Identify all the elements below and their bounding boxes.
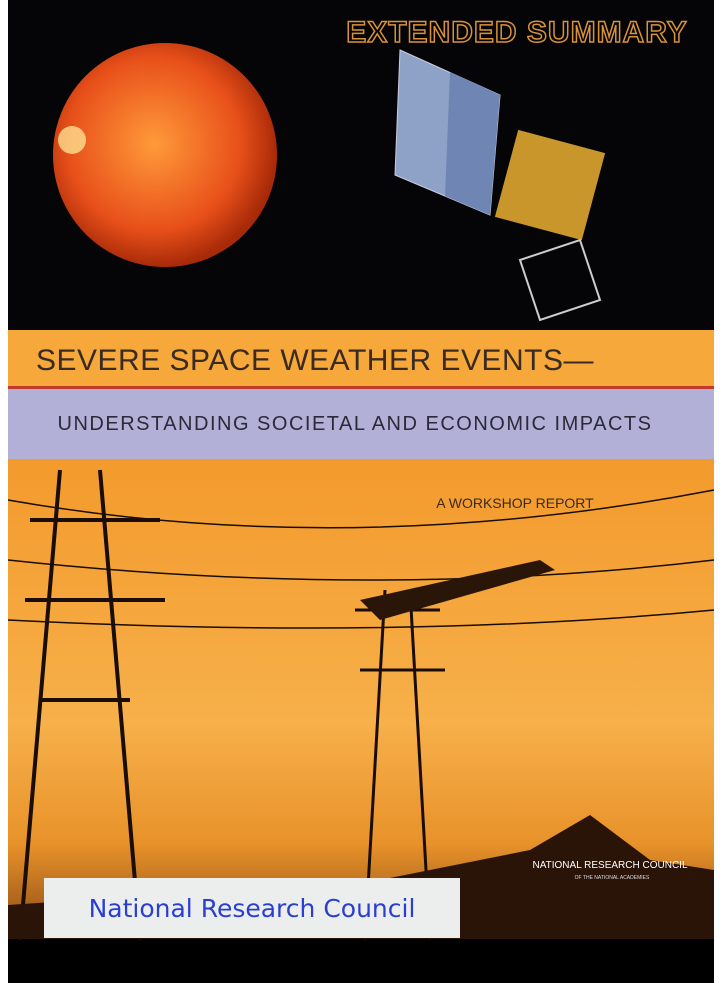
cover-label: EXTENDED SUMMARY bbox=[346, 16, 688, 49]
report-type: A WORKSHOP REPORT bbox=[436, 495, 594, 511]
publisher-sub: OF THE NATIONAL ACADEMIES bbox=[575, 875, 650, 881]
solar-flare bbox=[58, 126, 86, 154]
sun bbox=[53, 43, 277, 267]
book-cover: EXTENDED SUMMARY SEVERE SPACE WEATHER EV… bbox=[0, 0, 721, 983]
caption: National Research Council bbox=[44, 878, 460, 938]
publisher: NATIONAL RESEARCH COUNCIL bbox=[532, 860, 687, 871]
page: EXTENDED SUMMARY SEVERE SPACE WEATHER EV… bbox=[0, 0, 721, 983]
cover-title: SEVERE SPACE WEATHER EVENTS— bbox=[36, 344, 594, 377]
rule bbox=[8, 386, 714, 389]
cover-subtitle: UNDERSTANDING SOCIETAL AND ECONOMIC IMPA… bbox=[58, 413, 653, 435]
